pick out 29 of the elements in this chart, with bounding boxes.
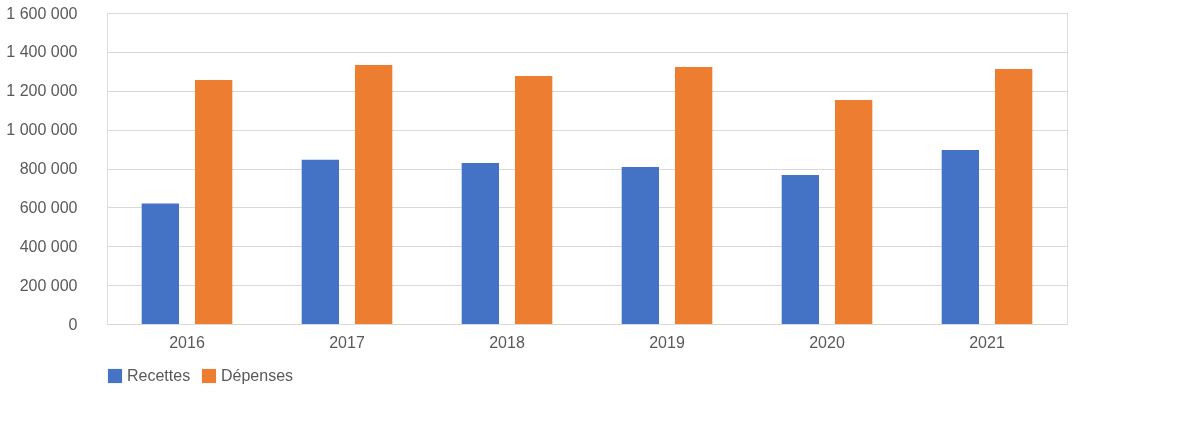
x-tick-label: 2020 [809,333,845,351]
x-tick-label: 2018 [489,333,525,351]
legend-label: Dépenses [221,367,294,384]
legend-label: Recettes [127,367,191,384]
y-tick-label: 600 000 [19,198,78,216]
y-tick-label: 1 600 000 [6,4,78,22]
y-tick-label: 1 400 000 [6,43,78,61]
y-tick-label: 400 000 [19,237,78,255]
bar [301,159,339,324]
bar [141,203,179,324]
x-tick-label: 2021 [969,333,1005,351]
y-tick-label: 1 000 000 [6,121,78,139]
bar [621,166,659,324]
bar [835,100,873,324]
y-tick-label: 800 000 [19,160,78,177]
x-tick-label: 2017 [329,333,365,351]
x-tick-label: 2016 [169,333,205,351]
bar [461,163,499,324]
bar [781,175,819,324]
y-tick-label: 200 000 [19,276,78,294]
y-tick-label: 0 [68,315,78,333]
bar [995,68,1033,324]
bar [941,150,979,324]
y-tick-label: 1 200 000 [6,82,78,100]
bar [515,75,553,324]
x-tick-label: 2019 [649,333,685,351]
bar [675,67,713,324]
bar [195,80,233,324]
bar [355,65,393,324]
